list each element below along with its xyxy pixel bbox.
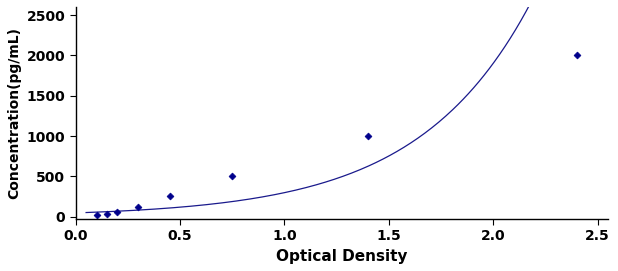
- Y-axis label: Concentration(pg/mL): Concentration(pg/mL): [7, 27, 21, 199]
- X-axis label: Optical Density: Optical Density: [276, 249, 408, 264]
